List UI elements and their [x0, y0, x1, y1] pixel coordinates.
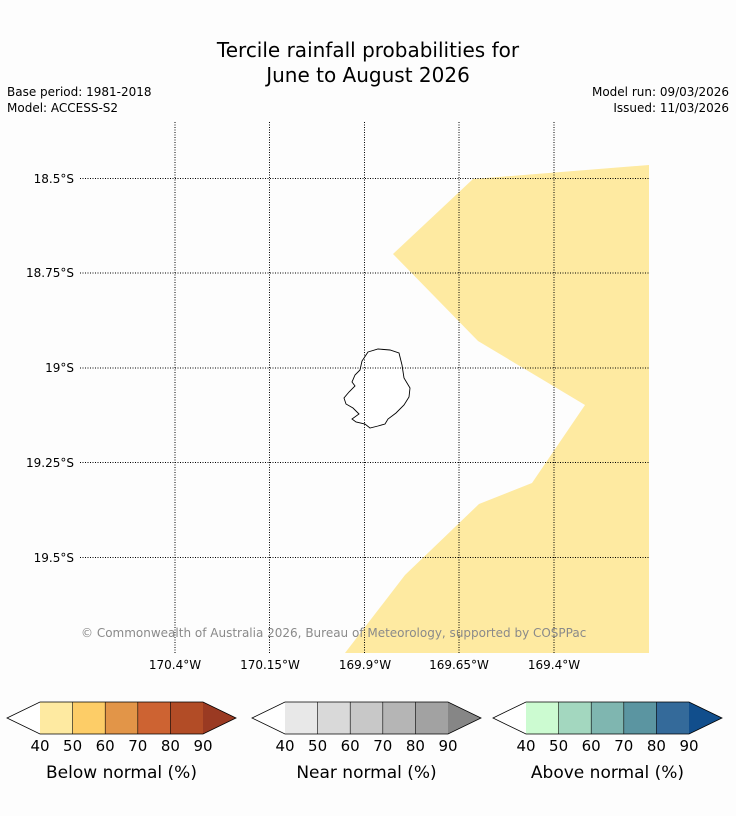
- legend-tick-label: 90: [438, 737, 457, 755]
- lat-label: 19°S: [45, 361, 74, 375]
- legend-extend-low: [7, 702, 40, 734]
- legend-tick-label: 50: [549, 737, 568, 755]
- legend-tick-label: 90: [193, 737, 212, 755]
- legend-swatch: [170, 702, 203, 734]
- legend-swatch: [105, 702, 138, 734]
- meta-right: Model run: 09/03/2026 Issued: 11/03/2026: [592, 84, 729, 116]
- legend-extend-high: [689, 702, 722, 734]
- legend-swatch: [415, 702, 448, 734]
- legend-extend-low: [493, 702, 526, 734]
- legend-outline: [492, 701, 723, 735]
- legend-tick-label: 40: [516, 737, 535, 755]
- lat-label: 18.5°S: [34, 172, 74, 186]
- legend-tick-label: 70: [128, 737, 147, 755]
- legend-title: Above normal (%): [531, 763, 684, 783]
- legend-swatch: [656, 702, 689, 734]
- legend-tick-label: 80: [647, 737, 666, 755]
- legend-colorbar: 40 50 60 70 80 90 Below normal (%): [6, 701, 237, 783]
- legend-group: 40 50 60 70 80 90 Below normal (%) 40 50 60 70 80 90…: [6, 701, 723, 783]
- legend-swatch: [591, 702, 624, 734]
- title-line-2: June to August 2026: [266, 63, 470, 87]
- legend-swatch: [285, 702, 318, 734]
- legend-tick-label: 90: [679, 737, 698, 755]
- legend-extend-high: [448, 702, 481, 734]
- chart-title: Tercile rainfall probabilities for June …: [0, 38, 736, 88]
- legend-swatch: [350, 702, 383, 734]
- legend-tick-label: 80: [161, 737, 180, 755]
- lon-label: 169.4°W: [528, 658, 580, 672]
- below-normal-region: [345, 165, 649, 653]
- copyright-notice: © Commonwealth of Australia 2026, Bureau…: [81, 626, 586, 640]
- legend-title: Near normal (%): [296, 763, 436, 783]
- legend-tick-label: 50: [63, 737, 82, 755]
- legend-outline: [6, 701, 237, 735]
- lat-label: 19.25°S: [26, 456, 74, 470]
- model-run: Model run: 09/03/2026: [591, 85, 729, 99]
- legend-tick-label: 80: [406, 737, 425, 755]
- lon-label: 170.4°W: [149, 658, 201, 672]
- legend-swatch: [137, 702, 171, 734]
- meta-left: Base period: 1981-2018 Model: ACCESS-S2: [7, 84, 152, 116]
- base-period: Base period: 1981-2018: [7, 85, 152, 99]
- legend-swatch: [526, 702, 559, 734]
- legend-tick-label: 70: [373, 737, 392, 755]
- legend-outline: [251, 701, 482, 735]
- island-outline: [343, 348, 411, 429]
- legend-tick-label: 60: [96, 737, 115, 755]
- legend-tick-label: 40: [275, 737, 294, 755]
- legend-title: Below normal (%): [46, 763, 197, 783]
- lat-label: 18.75°S: [26, 266, 74, 280]
- legend-tick-label: 60: [582, 737, 601, 755]
- legend-tick-label: 70: [614, 737, 633, 755]
- legend-swatch: [40, 702, 73, 734]
- lon-label: 169.65°W: [429, 658, 489, 672]
- legend-tick-label: 60: [341, 737, 360, 755]
- legend-swatch: [623, 702, 657, 734]
- legend-colorbar: 40 50 60 70 80 90 Above normal (%): [492, 701, 723, 783]
- issued-date: Issued: 11/03/2026: [613, 101, 729, 115]
- legend-extend-low: [252, 702, 285, 734]
- lon-label: 169.9°W: [339, 658, 391, 672]
- model-name: Model: ACCESS-S2: [7, 101, 119, 115]
- legend-swatch: [558, 702, 592, 734]
- legend-swatch: [72, 702, 106, 734]
- legend-tick-label: 50: [308, 737, 327, 755]
- legend-swatch: [382, 702, 416, 734]
- legend-tick-label: 40: [30, 737, 49, 755]
- legend-extend-high: [203, 702, 236, 734]
- lon-label: 170.15°W: [240, 658, 300, 672]
- lat-label: 19.5°S: [34, 551, 74, 565]
- legend-swatch: [317, 702, 351, 734]
- title-line-1: Tercile rainfall probabilities for: [216, 38, 520, 62]
